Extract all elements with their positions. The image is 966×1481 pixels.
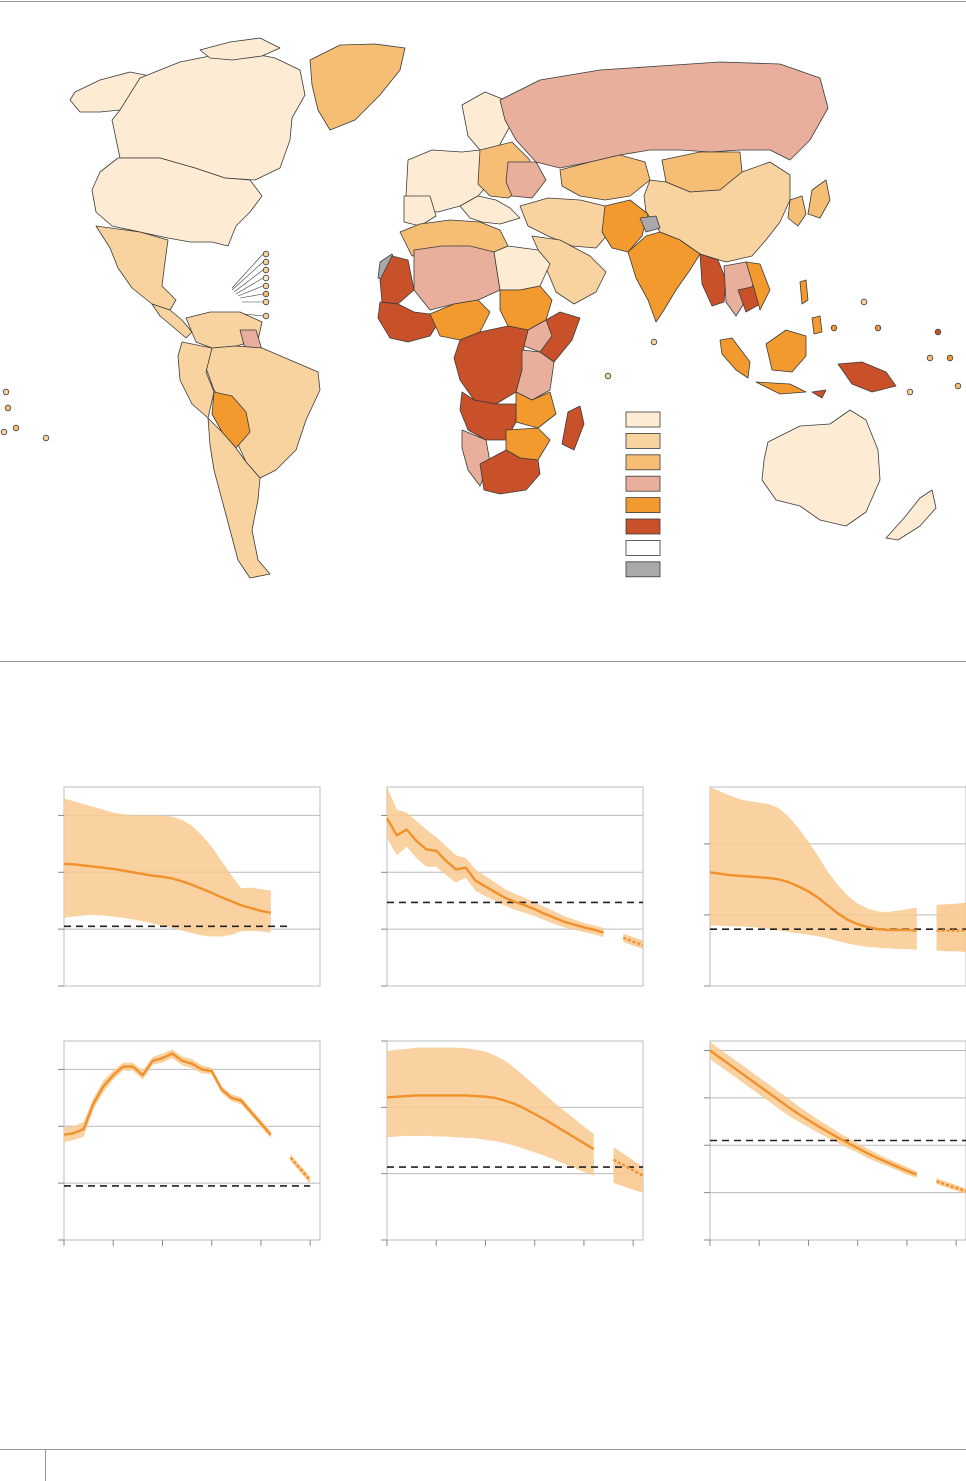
island-marker[interactable] xyxy=(262,266,270,274)
region-korea-japan[interactable] xyxy=(787,179,831,227)
island-marker[interactable] xyxy=(0,428,8,436)
region-arabia[interactable] xyxy=(531,235,607,305)
uncertainty-band xyxy=(710,1041,917,1178)
uncertainty-band xyxy=(710,787,917,950)
trend-line xyxy=(63,862,272,914)
legend-swatch xyxy=(625,475,661,492)
region-bolivia[interactable] xyxy=(211,391,251,449)
chart-panel-1 xyxy=(58,786,321,987)
chart-panel-4 xyxy=(58,1040,321,1246)
island-marker[interactable] xyxy=(906,388,914,396)
region-mexico[interactable] xyxy=(95,225,177,311)
region-sumatra[interactable] xyxy=(719,337,751,379)
world-map xyxy=(0,37,962,579)
island-marker[interactable] xyxy=(12,424,20,432)
island-marker[interactable] xyxy=(42,434,50,442)
island-marker[interactable] xyxy=(262,282,270,290)
region-java[interactable] xyxy=(755,381,807,395)
legend-swatch xyxy=(625,518,661,535)
region-sulawesi-philippines[interactable] xyxy=(799,279,823,335)
trend-line xyxy=(709,1049,918,1176)
island-marker[interactable] xyxy=(262,312,270,320)
region-usa[interactable] xyxy=(91,157,263,247)
legend-swatch xyxy=(625,432,661,449)
region-southern-cone[interactable] xyxy=(207,417,271,579)
region-central-america[interactable] xyxy=(151,303,193,339)
region-nigeria-ghana[interactable] xyxy=(429,299,491,341)
chart-panel-2 xyxy=(381,786,644,987)
region-myanmar[interactable] xyxy=(699,253,727,307)
region-peru-ecuador[interactable] xyxy=(177,341,215,419)
chart-panel-3 xyxy=(704,786,966,987)
region-greenland[interactable] xyxy=(309,43,406,131)
projection-line xyxy=(936,1180,966,1193)
island-marker[interactable] xyxy=(934,328,942,336)
region-west-africa-coast[interactable] xyxy=(377,301,441,343)
trend-line xyxy=(385,817,604,934)
island-marker[interactable] xyxy=(830,324,838,332)
projection-line xyxy=(289,1156,312,1182)
small-island-markers xyxy=(0,250,962,442)
chart-panel-5 xyxy=(381,1040,644,1246)
uncertainty-band xyxy=(387,1047,594,1176)
region-borneo[interactable] xyxy=(765,329,807,373)
projection-line xyxy=(612,1158,644,1177)
island-marker[interactable] xyxy=(604,372,612,380)
region-iberia[interactable] xyxy=(403,195,437,227)
region-south-africa[interactable] xyxy=(479,449,541,495)
region-madagascar[interactable] xyxy=(561,405,585,451)
region-timor[interactable] xyxy=(811,389,827,399)
projection-line xyxy=(622,936,644,947)
trend-line xyxy=(63,1052,272,1136)
island-marker[interactable] xyxy=(262,298,270,306)
region-arctic-islands[interactable] xyxy=(199,37,281,61)
region-russia[interactable] xyxy=(499,61,829,169)
region-australia[interactable] xyxy=(761,409,881,527)
chart-frame xyxy=(63,1040,321,1241)
island-marker[interactable] xyxy=(262,250,270,258)
legend-swatch xyxy=(625,454,661,471)
legend-swatch xyxy=(625,561,661,578)
island-marker[interactable] xyxy=(874,324,882,332)
trend-line xyxy=(709,871,917,932)
legend-swatch xyxy=(625,497,661,514)
island-marker[interactable] xyxy=(954,382,962,390)
region-afghanistan-pakistan[interactable] xyxy=(601,199,649,253)
region-turkey-iran[interactable] xyxy=(519,197,611,249)
trend-line xyxy=(386,1094,595,1151)
island-marker[interactable] xyxy=(946,354,954,362)
region-kashmir[interactable] xyxy=(639,215,661,233)
island-marker[interactable] xyxy=(860,298,868,306)
island-marker[interactable] xyxy=(926,354,934,362)
region-balkans-italy[interactable] xyxy=(459,195,521,225)
island-marker[interactable] xyxy=(262,290,270,298)
projection-band xyxy=(936,902,966,952)
island-marker[interactable] xyxy=(2,388,10,396)
region-east-africa[interactable] xyxy=(515,349,555,401)
region-scandinavia[interactable] xyxy=(461,91,511,151)
island-marker[interactable] xyxy=(650,338,658,346)
region-mali-niger[interactable] xyxy=(413,245,501,311)
uncertainty-band xyxy=(64,798,271,937)
projection-band xyxy=(613,1147,643,1193)
region-papua[interactable] xyxy=(837,361,897,393)
legend-swatch xyxy=(625,540,661,556)
island-marker[interactable] xyxy=(262,274,270,282)
region-kazakhstan[interactable] xyxy=(559,154,651,201)
island-marker[interactable] xyxy=(4,404,12,412)
chart-panel-6 xyxy=(704,1040,966,1246)
chart-frame xyxy=(386,786,644,987)
region-ukraine-caucasus[interactable] xyxy=(505,161,547,199)
trend-charts xyxy=(58,786,966,1246)
island-leader-lines xyxy=(231,253,264,317)
map-legend xyxy=(625,411,661,578)
uncertainty-band xyxy=(387,787,604,938)
region-vietnam[interactable] xyxy=(745,261,771,311)
legend-swatch xyxy=(625,411,661,428)
region-new-zealand[interactable] xyxy=(885,489,937,541)
island-marker[interactable] xyxy=(262,258,270,266)
region-india[interactable] xyxy=(627,231,701,323)
